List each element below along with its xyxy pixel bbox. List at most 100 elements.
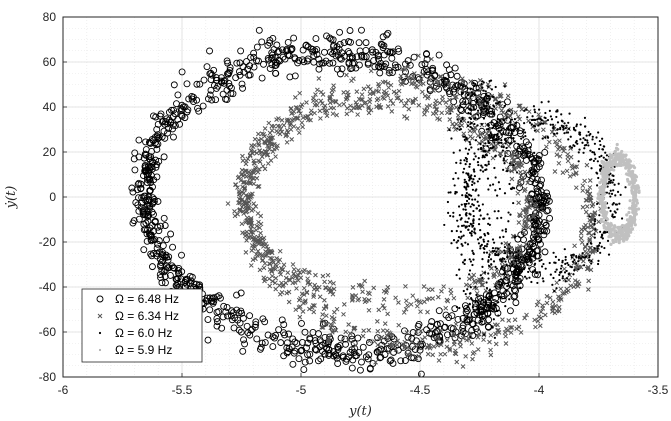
data-point	[489, 258, 493, 261]
data-point	[473, 170, 476, 173]
data-point	[443, 100, 449, 105]
data-point	[130, 155, 138, 163]
data-point	[253, 43, 261, 51]
data-point	[451, 64, 459, 72]
data-point	[312, 35, 320, 43]
data-point	[491, 126, 494, 130]
data-point	[462, 234, 465, 237]
data-point	[609, 189, 612, 192]
data-point	[575, 139, 578, 143]
data-point	[353, 343, 359, 348]
data-point	[616, 226, 620, 230]
data-point	[308, 117, 313, 123]
data-point	[296, 130, 302, 136]
data-point	[458, 343, 463, 349]
data-point	[410, 98, 415, 104]
data-point	[464, 220, 467, 223]
data-point	[239, 221, 245, 227]
data-point	[360, 289, 365, 295]
data-point	[489, 146, 492, 150]
data-point	[497, 181, 500, 184]
data-point	[500, 110, 506, 115]
data-point	[572, 144, 575, 147]
data-point	[376, 335, 382, 341]
data-point	[246, 312, 254, 320]
data-point	[532, 317, 538, 323]
data-point	[625, 222, 629, 227]
data-point	[560, 113, 563, 116]
data-point	[577, 260, 580, 263]
data-point	[476, 307, 479, 310]
data-point	[348, 335, 356, 343]
data-point	[631, 218, 635, 222]
data-point	[248, 325, 256, 333]
data-point	[236, 68, 243, 76]
data-point	[135, 207, 143, 215]
data-point	[601, 197, 606, 201]
data-point	[625, 213, 629, 217]
data-point	[478, 312, 486, 320]
data-point	[602, 156, 605, 159]
data-point	[473, 198, 477, 201]
data-point	[480, 122, 483, 126]
data-point	[516, 273, 519, 276]
data-point	[451, 339, 457, 345]
data-point	[283, 339, 291, 347]
data-point	[513, 187, 516, 190]
legend-marker	[98, 331, 102, 335]
data-point	[502, 131, 505, 135]
data-point	[591, 212, 596, 218]
data-point	[530, 258, 533, 261]
data-point	[300, 366, 308, 374]
data-point	[247, 217, 253, 223]
data-point	[467, 174, 470, 177]
data-point	[512, 167, 517, 172]
data-point	[257, 343, 265, 351]
data-point	[502, 146, 505, 149]
y-tick-label: 40	[43, 100, 57, 114]
data-point	[432, 104, 438, 109]
data-point	[500, 133, 503, 136]
data-point	[508, 247, 511, 251]
data-point	[475, 207, 479, 210]
data-point	[174, 274, 182, 282]
data-point	[500, 292, 508, 300]
data-point	[467, 148, 471, 151]
data-point	[458, 214, 461, 217]
data-point	[169, 243, 177, 251]
data-point	[140, 246, 148, 254]
data-point	[243, 200, 249, 206]
data-point	[327, 35, 335, 43]
data-point	[573, 282, 579, 288]
data-point	[206, 91, 214, 99]
data-point	[463, 262, 466, 266]
data-point	[306, 334, 314, 342]
data-point	[468, 258, 471, 261]
data-point	[300, 309, 306, 314]
data-point	[494, 269, 500, 274]
data-point	[258, 235, 264, 241]
data-point	[208, 71, 216, 79]
data-point	[467, 111, 470, 115]
x-axis-ticks: -6 -5.5 -5 -4.5 -4 -3.5	[58, 373, 669, 397]
data-point	[518, 330, 524, 335]
data-point	[472, 204, 475, 207]
data-point	[270, 149, 276, 155]
data-point	[185, 95, 193, 103]
data-point	[291, 109, 297, 114]
data-point	[371, 285, 377, 291]
data-point	[603, 221, 607, 225]
data-point	[502, 168, 505, 171]
data-point	[323, 321, 329, 327]
data-point	[379, 33, 387, 41]
data-point	[464, 101, 467, 104]
data-point	[232, 74, 240, 82]
data-point	[143, 230, 151, 238]
data-point	[631, 185, 635, 189]
legend-item-634: Ω = 6.34 Hz	[97, 309, 179, 323]
data-point	[505, 290, 508, 293]
data-point	[435, 307, 443, 315]
data-point	[496, 217, 499, 220]
data-point	[567, 121, 570, 124]
data-point	[508, 182, 511, 186]
